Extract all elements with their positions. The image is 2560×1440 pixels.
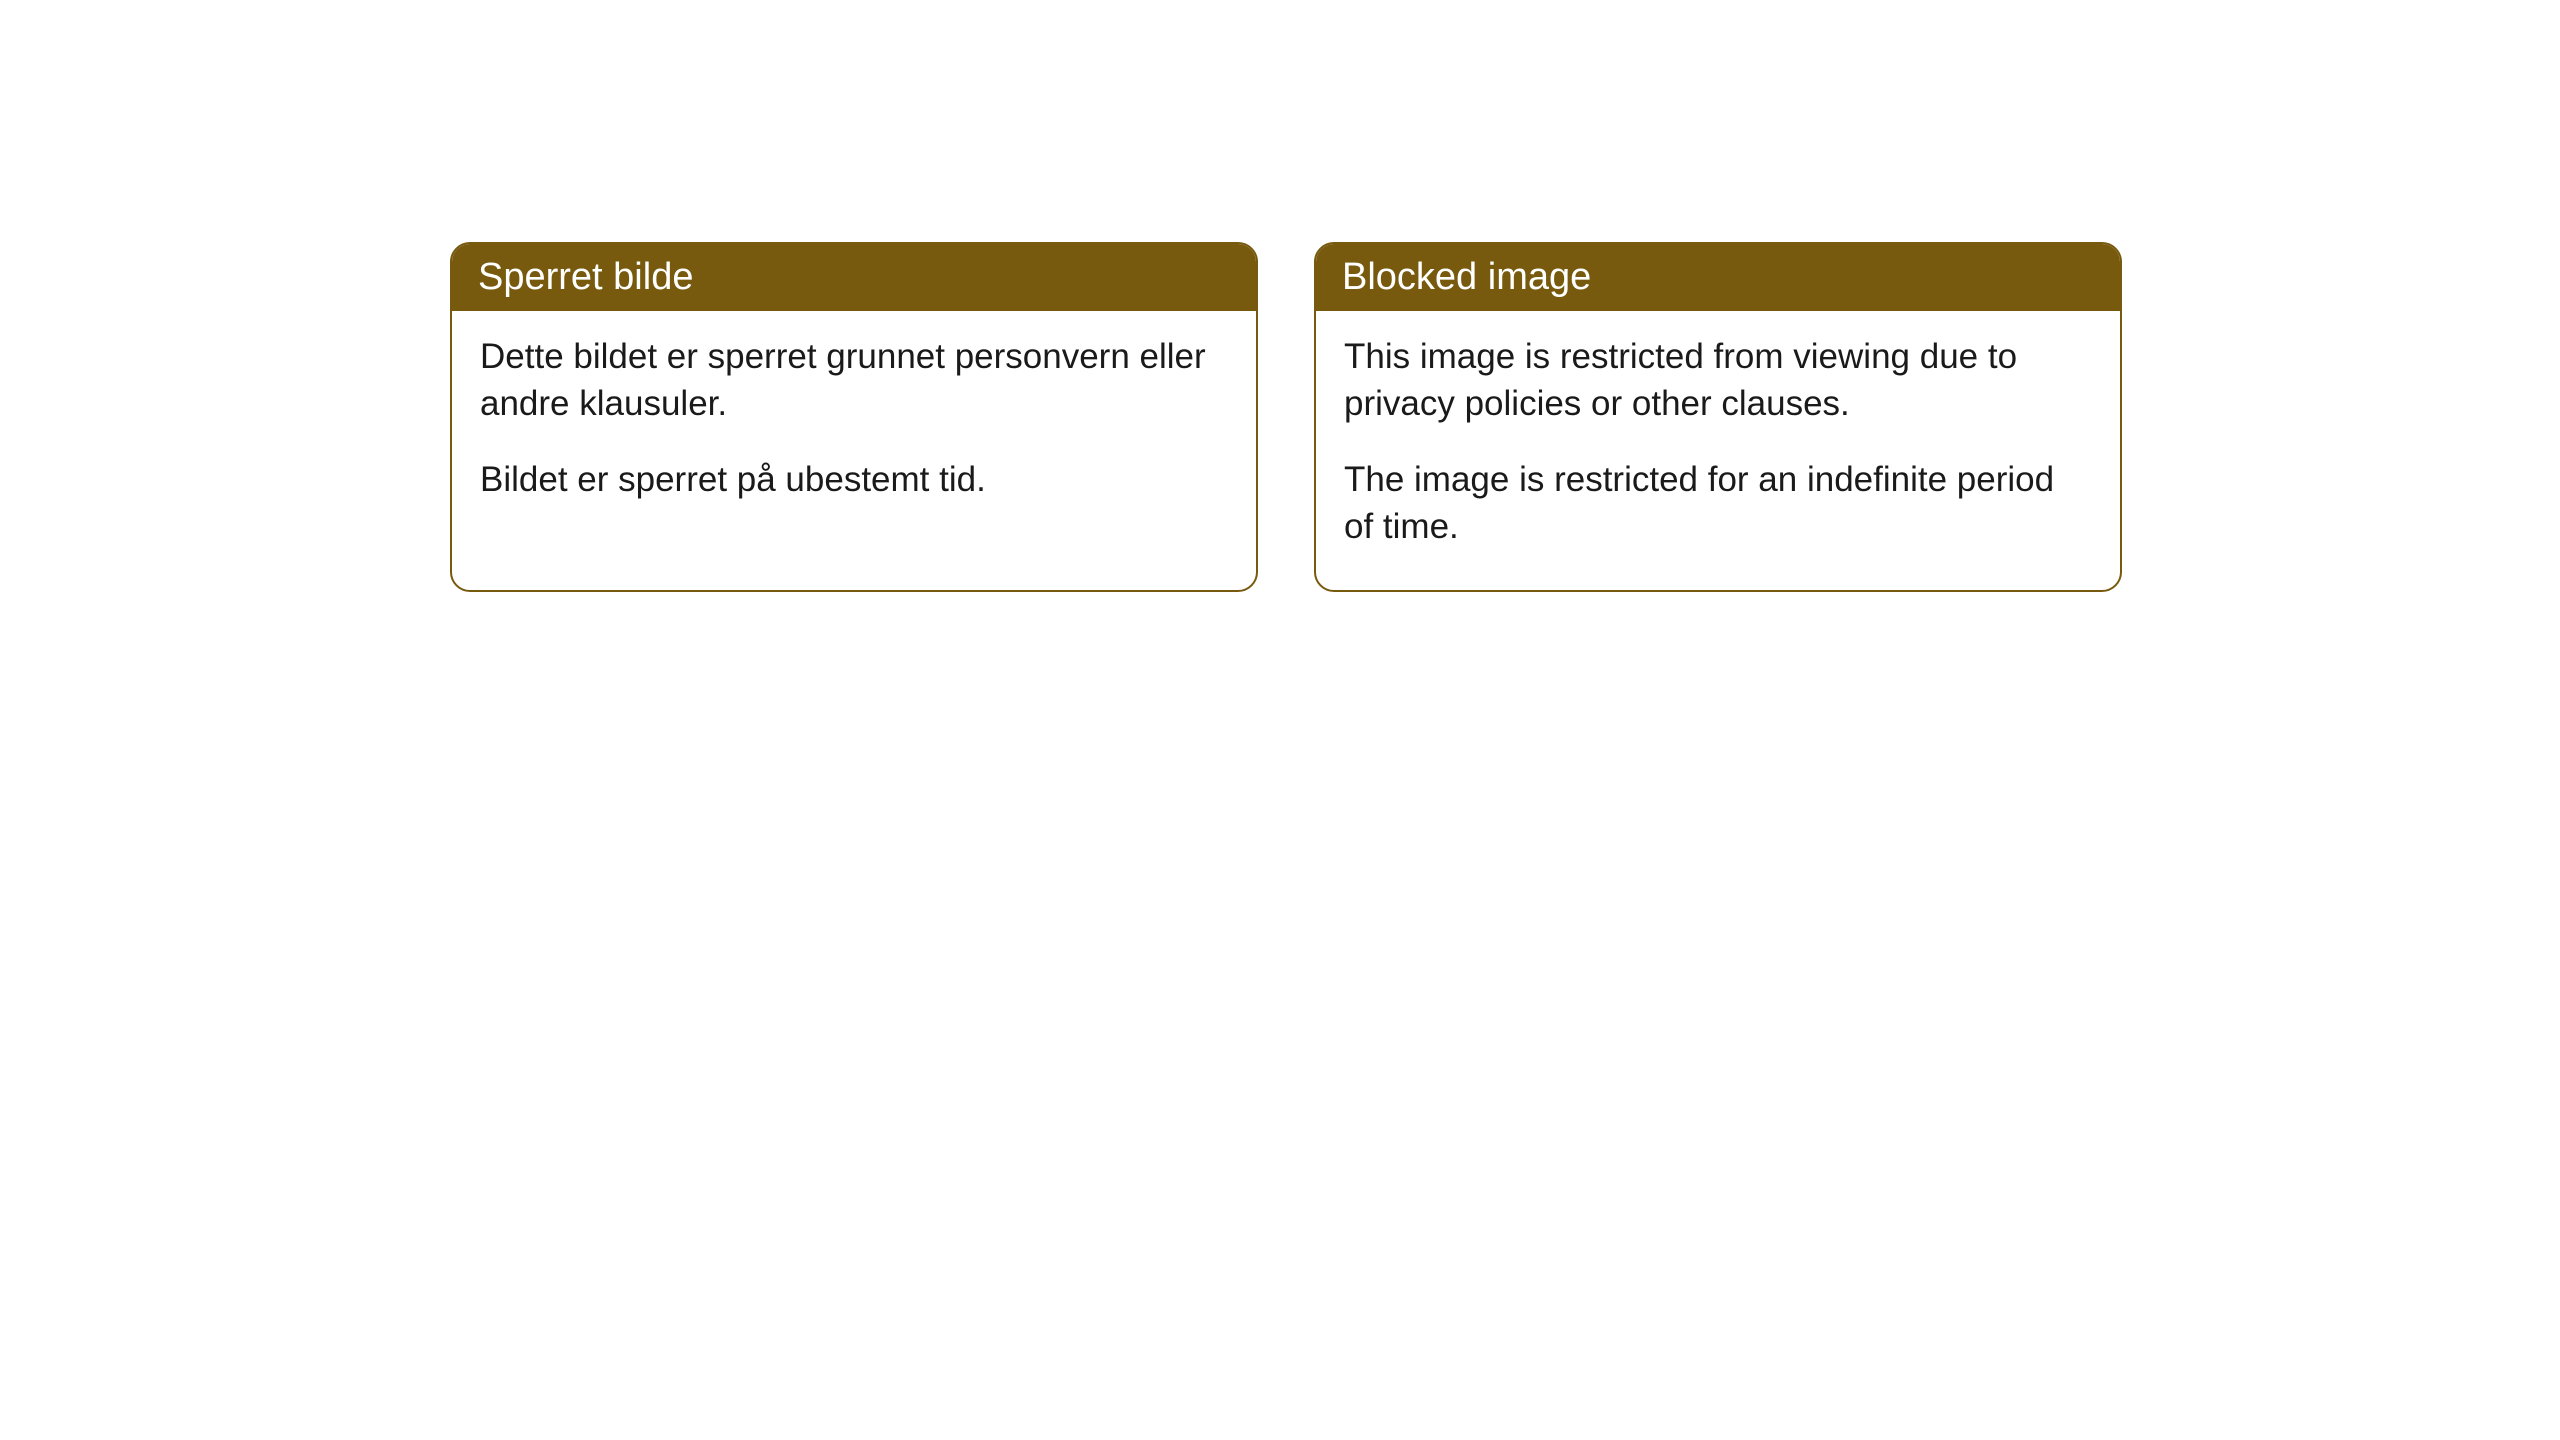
notice-container: Sperret bilde Dette bildet er sperret gr… bbox=[450, 242, 2122, 592]
card-paragraph: The image is restricted for an indefinit… bbox=[1344, 456, 2092, 551]
card-title: Sperret bilde bbox=[478, 256, 693, 298]
card-title: Blocked image bbox=[1342, 256, 1591, 298]
card-header: Blocked image bbox=[1316, 244, 2120, 311]
card-header: Sperret bilde bbox=[452, 244, 1256, 311]
card-paragraph: Dette bildet er sperret grunnet personve… bbox=[480, 333, 1228, 428]
notice-card-english: Blocked image This image is restricted f… bbox=[1314, 242, 2122, 592]
card-paragraph: Bildet er sperret på ubestemt tid. bbox=[480, 456, 1228, 503]
card-body: This image is restricted from viewing du… bbox=[1316, 311, 2120, 590]
card-paragraph: This image is restricted from viewing du… bbox=[1344, 333, 2092, 428]
card-body: Dette bildet er sperret grunnet personve… bbox=[452, 311, 1256, 543]
notice-card-norwegian: Sperret bilde Dette bildet er sperret gr… bbox=[450, 242, 1258, 592]
